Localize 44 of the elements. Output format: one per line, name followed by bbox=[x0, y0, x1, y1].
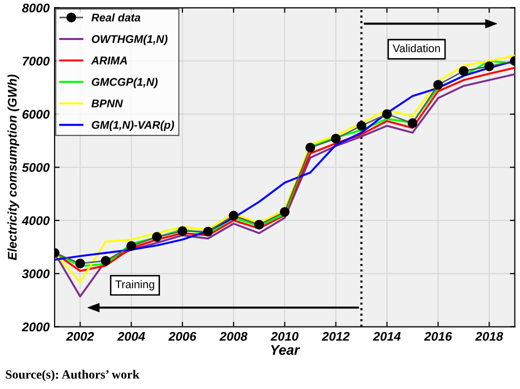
point bbox=[178, 226, 188, 236]
source-note: Source(s): Authors’ work bbox=[6, 370, 140, 382]
y-tick-label: 3000 bbox=[22, 269, 50, 278]
y-tick-label: 5000 bbox=[22, 163, 50, 172]
legend-label: ARIMA bbox=[91, 56, 127, 64]
x-tick-label: 2018 bbox=[475, 332, 504, 341]
point bbox=[356, 120, 366, 131]
legend-label: Real data bbox=[91, 13, 140, 22]
point bbox=[433, 80, 443, 90]
y-axis-title: Electricity comsumption (GWh) bbox=[8, 74, 20, 260]
point bbox=[75, 258, 86, 268]
point bbox=[254, 220, 264, 230]
point bbox=[203, 226, 213, 236]
x-tick-label: 2002 bbox=[66, 332, 94, 341]
x-tick-label: 2014 bbox=[372, 332, 401, 341]
x-tick-label: 2010 bbox=[270, 332, 298, 341]
annotation: Validation bbox=[392, 44, 440, 52]
x-tick-label: 2006 bbox=[168, 332, 196, 341]
point bbox=[330, 134, 341, 144]
legend-label: GM(1,N)-VAR(p) bbox=[92, 120, 174, 132]
point bbox=[484, 61, 494, 72]
x-tick-label: 2008 bbox=[219, 332, 248, 341]
point bbox=[228, 210, 238, 221]
y-tick-label: 7000 bbox=[22, 56, 50, 66]
point bbox=[458, 66, 469, 76]
x-tick-label: 2012 bbox=[322, 332, 350, 341]
point bbox=[408, 118, 418, 128]
y-tick-label: 4000 bbox=[22, 216, 50, 226]
legend-label: GMCGP(1,N) bbox=[92, 78, 158, 88]
y-tick-label: 6000 bbox=[22, 110, 50, 119]
point bbox=[126, 241, 136, 251]
point bbox=[152, 232, 162, 242]
x-tick-label: 2004 bbox=[117, 332, 145, 341]
point bbox=[100, 256, 111, 266]
legend-label: OWTHGM(1,N) bbox=[92, 34, 168, 46]
point bbox=[280, 207, 290, 217]
point bbox=[382, 109, 392, 119]
y-tick-label: 8000 bbox=[22, 4, 50, 12]
legend-label: BPNN bbox=[91, 100, 123, 108]
y-tick-label: 2000 bbox=[22, 322, 50, 332]
point bbox=[305, 142, 316, 152]
annotation: Training bbox=[115, 280, 154, 290]
x-axis-title: Year bbox=[271, 345, 300, 355]
x-tick-label: 2016 bbox=[424, 332, 452, 341]
